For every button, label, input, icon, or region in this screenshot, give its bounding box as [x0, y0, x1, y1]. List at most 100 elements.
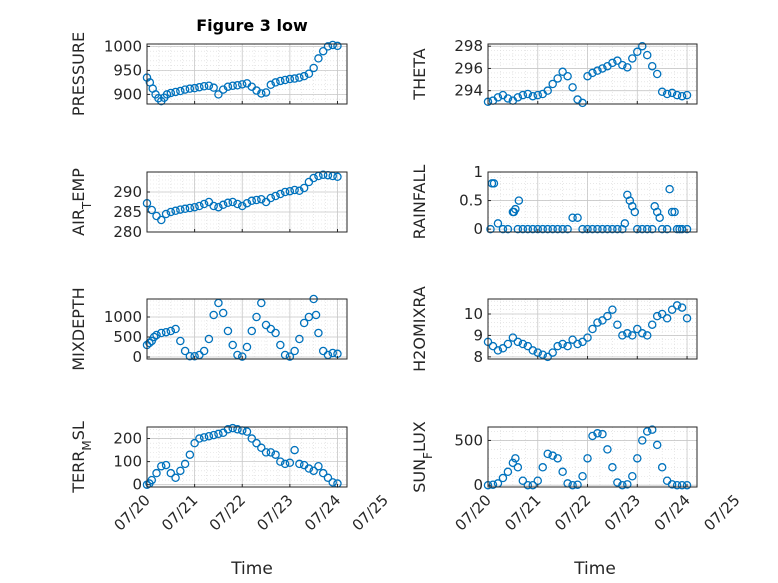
- data-point: [489, 179, 499, 188]
- data-point: [166, 207, 176, 217]
- data-point: [323, 473, 333, 483]
- y-axis-label: TERRMSL: [69, 421, 94, 494]
- data-point: [518, 476, 528, 485]
- data-point: [166, 88, 176, 98]
- data-point: [154, 93, 163, 103]
- data-point: [309, 466, 318, 476]
- data-point: [290, 185, 299, 195]
- data-point: [309, 173, 318, 183]
- data-point: [511, 454, 520, 463]
- data-point: [603, 311, 612, 321]
- data-point: [677, 480, 687, 490]
- data-point: [513, 224, 523, 234]
- axes-frame: [146, 426, 348, 488]
- data-point: [252, 438, 261, 448]
- data-point: [145, 338, 154, 348]
- data-point: [318, 170, 328, 180]
- data-point: [242, 198, 252, 208]
- data-point: [149, 332, 159, 342]
- data-point: [642, 224, 652, 234]
- data-point: [166, 468, 176, 478]
- data-point: [583, 224, 592, 234]
- data-point: [204, 81, 214, 91]
- data-point: [295, 459, 304, 469]
- data-point: [638, 436, 647, 445]
- data-point: [682, 480, 692, 490]
- plot-area: [488, 172, 697, 232]
- data-point: [511, 204, 520, 214]
- data-point: [598, 64, 607, 73]
- data-point: [670, 207, 679, 217]
- axes-frame: [146, 171, 348, 233]
- data-point: [503, 467, 513, 477]
- data-point: [190, 83, 199, 93]
- data-point: [603, 445, 612, 454]
- data-point: [247, 434, 257, 443]
- data-point: [563, 341, 572, 351]
- data-point: [633, 454, 642, 463]
- data-point: [682, 224, 692, 234]
- data-point: [543, 86, 552, 95]
- data-point: [209, 430, 218, 440]
- data-point: [667, 207, 677, 217]
- data-point: [328, 478, 337, 487]
- y-axis-label: RAINFALL: [410, 165, 429, 240]
- data-point: [603, 224, 612, 234]
- data-point: [523, 480, 533, 490]
- data-point: [518, 339, 528, 349]
- data-point: [662, 89, 672, 99]
- data-point: [583, 454, 592, 463]
- data-point: [223, 198, 233, 208]
- data-point: [623, 329, 632, 338]
- y-tick-label: 900: [113, 85, 142, 103]
- axes-frame: [146, 298, 348, 360]
- data-point: [214, 90, 223, 99]
- data-point: [528, 480, 538, 490]
- data-point: [523, 224, 533, 234]
- data-point: [280, 187, 290, 197]
- data-point: [638, 224, 647, 234]
- y-tick-label: 0: [132, 348, 142, 366]
- data-point: [672, 480, 682, 490]
- data-point: [176, 86, 185, 96]
- y-tick-label: 8: [473, 348, 483, 366]
- data-point: [233, 81, 242, 90]
- data-point: [237, 80, 247, 89]
- data-point: [228, 197, 237, 207]
- y-tick-label: 100: [113, 453, 142, 471]
- data-point: [588, 224, 597, 234]
- axes-top-right: 294 296 298 THETA: [410, 37, 698, 108]
- data-point: [147, 475, 157, 485]
- data-point: [171, 324, 180, 334]
- data-point: [638, 41, 647, 51]
- data-point: [257, 194, 266, 204]
- axes-middle-right-1: 0 0.5 1 RAINFALL: [410, 163, 698, 240]
- data-point: [677, 303, 687, 312]
- data-point: [563, 224, 572, 234]
- data-point: [190, 202, 199, 212]
- data-point: [528, 91, 538, 101]
- data-point: [682, 314, 692, 323]
- data-point: [185, 203, 195, 213]
- data-point: [518, 224, 528, 234]
- data-point: [228, 81, 237, 91]
- data-point: [223, 425, 233, 434]
- data-point: [185, 84, 195, 93]
- data-point: [223, 326, 233, 336]
- data-point: [613, 56, 622, 65]
- data-point: [233, 199, 242, 209]
- data-point: [276, 340, 285, 350]
- data-point: [533, 90, 543, 100]
- data-point: [252, 195, 261, 205]
- data-point: [553, 224, 562, 234]
- axes-frame: [146, 43, 348, 105]
- data-point: [652, 311, 662, 321]
- data-point: [147, 205, 157, 215]
- data-point: [295, 334, 304, 344]
- data-point: [672, 90, 682, 100]
- data-point: [257, 443, 266, 453]
- data-point: [548, 348, 557, 357]
- plot-area: [147, 172, 347, 232]
- data-point: [662, 314, 672, 323]
